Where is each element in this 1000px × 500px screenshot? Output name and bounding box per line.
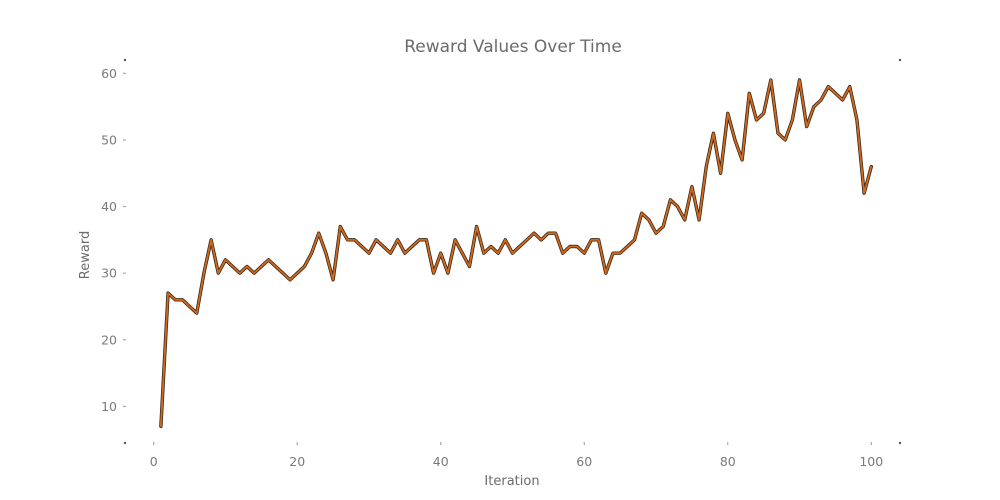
reward-series [159, 78, 873, 429]
y-tick-label: 40 [101, 199, 117, 214]
y-tick-label: 60 [101, 66, 117, 81]
reward-line-outline [159, 78, 873, 429]
x-tick-label: 60 [576, 454, 592, 469]
x-tick-label: 100 [859, 454, 883, 469]
y-tick-label: 10 [101, 399, 117, 414]
plot-corner-mark [898, 441, 902, 445]
x-tick-label: 40 [433, 454, 449, 469]
plot-corner-mark [898, 58, 902, 62]
y-tick-label: 20 [101, 332, 117, 347]
y-axis: 10 20 30 40 50 60 [101, 66, 126, 414]
x-axis-label: Iteration [484, 474, 539, 489]
x-tick-label: 80 [720, 454, 736, 469]
y-tick-label: 30 [101, 266, 117, 281]
plot-corner-mark [123, 441, 127, 445]
x-tick-label: 0 [150, 454, 158, 469]
x-axis: 0 20 40 60 80 100 [150, 442, 883, 469]
y-axis-label: Reward [78, 231, 93, 279]
y-tick-label: 50 [101, 132, 117, 147]
plot-area-corners [123, 58, 902, 445]
chart-title: Reward Values Over Time [404, 37, 622, 57]
plot-corner-mark [123, 58, 127, 62]
reward-line [159, 79, 873, 428]
x-tick-label: 20 [289, 454, 305, 469]
